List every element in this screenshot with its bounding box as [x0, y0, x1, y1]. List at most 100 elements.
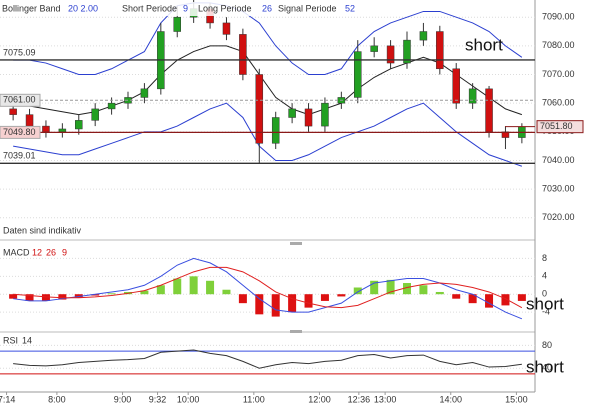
- candle-body: [321, 102, 329, 127]
- candles: [9, 0, 526, 167]
- histogram-bar: [353, 287, 362, 295]
- candle-body: [271, 117, 280, 144]
- band-upper: [13, 2, 523, 76]
- histogram-bar: [91, 294, 100, 296]
- histogram-bar: [288, 294, 297, 313]
- level-label: 7049.80: [3, 127, 36, 137]
- macd: [9, 257, 526, 320]
- level-tag: [0, 93, 41, 107]
- x-tick-label: 9:32: [149, 394, 167, 404]
- histogram-bar: [419, 285, 428, 295]
- histogram-bar: [255, 294, 264, 315]
- indicator-name: Long Periode: [198, 3, 252, 13]
- level-label: 7061.00: [3, 95, 36, 105]
- histogram-bar: [402, 283, 411, 295]
- candle-body: [222, 22, 231, 35]
- histogram-bar: [468, 294, 477, 304]
- indicator-params: 26: [262, 3, 272, 13]
- y-tick-label: 7060.00: [542, 98, 575, 108]
- histogram-bar: [25, 294, 34, 301]
- y-tick-label: 0: [542, 289, 547, 299]
- histogram-bar: [206, 280, 215, 295]
- macd-line: [13, 257, 523, 320]
- histogram-bar: [337, 294, 346, 297]
- y-tick-label: 40: [542, 363, 552, 373]
- resize-grip[interactable]: [290, 330, 302, 333]
- candle-body: [436, 31, 444, 70]
- annotation: short: [526, 357, 564, 376]
- histogram-bar: [452, 294, 461, 299]
- candle-body: [354, 51, 362, 98]
- x-tick-label: 13:00: [374, 394, 397, 404]
- histogram-bar: [238, 294, 247, 304]
- y-tick-label: 7040.00: [542, 155, 575, 165]
- y-tick-label: 7080.00: [542, 40, 575, 50]
- price-tag: [536, 120, 584, 134]
- candle-body: [9, 108, 17, 115]
- histogram-bar: [501, 294, 510, 306]
- candle-body: [452, 68, 460, 104]
- rsi-line: [13, 349, 522, 369]
- note: Daten sind indikativ: [3, 225, 82, 235]
- histogram-bar: [517, 294, 526, 301]
- y-tick-label: 7030.00: [542, 184, 575, 194]
- band-lower: [13, 102, 523, 167]
- candle-body: [288, 108, 296, 118]
- histogram-bar: [320, 294, 329, 301]
- x-tick-label: 8:00: [48, 394, 66, 404]
- x-tick-label: 15:00: [505, 394, 528, 404]
- level-label: 7075.09: [3, 47, 36, 57]
- x-tick-label: 14:00: [439, 394, 462, 404]
- x-tick-label: 11:00: [243, 394, 265, 404]
- histogram-bar: [485, 294, 494, 308]
- y-tick-label: 7070.00: [542, 69, 575, 79]
- x-tick-label: 10:00: [177, 394, 200, 404]
- panel-param: 12: [32, 247, 42, 257]
- indicator-params: 52: [345, 3, 355, 13]
- level-label: 7039.01: [3, 151, 36, 161]
- annotation: short: [465, 35, 503, 54]
- candle-body: [419, 31, 428, 41]
- candle-body: [370, 45, 378, 52]
- y-tick-label: -4: [542, 306, 550, 316]
- rsi: [13, 349, 522, 369]
- candle-body: [468, 88, 477, 104]
- histogram-bar: [140, 290, 149, 295]
- histogram-bar: [222, 289, 231, 295]
- candle-body: [403, 39, 411, 64]
- macd-line: [13, 266, 523, 309]
- histogram-bar: [386, 279, 395, 295]
- level-tag: [0, 125, 41, 139]
- price-tag-label: 7051.80: [540, 121, 573, 131]
- histogram-bar: [271, 294, 280, 317]
- histogram-bar: [189, 276, 198, 295]
- x-tick-label: 12:36: [348, 394, 371, 404]
- indicator-params: 20 2.00: [68, 3, 98, 13]
- candle-body: [58, 128, 67, 133]
- panel-param: 9: [62, 247, 67, 257]
- histogram-bar: [304, 294, 313, 308]
- panel-title: MACD: [3, 247, 30, 257]
- candle-body: [386, 45, 395, 64]
- candle-body: [173, 16, 181, 32]
- candle-body: [239, 34, 247, 75]
- candle-body: [485, 88, 493, 133]
- candle-body: [25, 114, 34, 127]
- y-tick-label: 7020.00: [542, 212, 575, 222]
- candle-body: [91, 108, 99, 121]
- histogram-bar: [173, 278, 182, 295]
- histogram-bar: [435, 291, 444, 295]
- histogram-bar: [107, 293, 116, 295]
- candle-body: [107, 102, 116, 110]
- candle-body: [304, 108, 313, 127]
- histogram-bar: [58, 294, 67, 300]
- resize-grip[interactable]: [290, 242, 302, 245]
- candle-body: [42, 125, 50, 133]
- indicator-name: Short Periode: [122, 3, 177, 13]
- annotation: short: [526, 294, 564, 313]
- x-tick-label: 9:00: [114, 394, 132, 404]
- y-tick-label: 7090.00: [542, 12, 575, 22]
- y-tick-label: 4: [542, 271, 547, 281]
